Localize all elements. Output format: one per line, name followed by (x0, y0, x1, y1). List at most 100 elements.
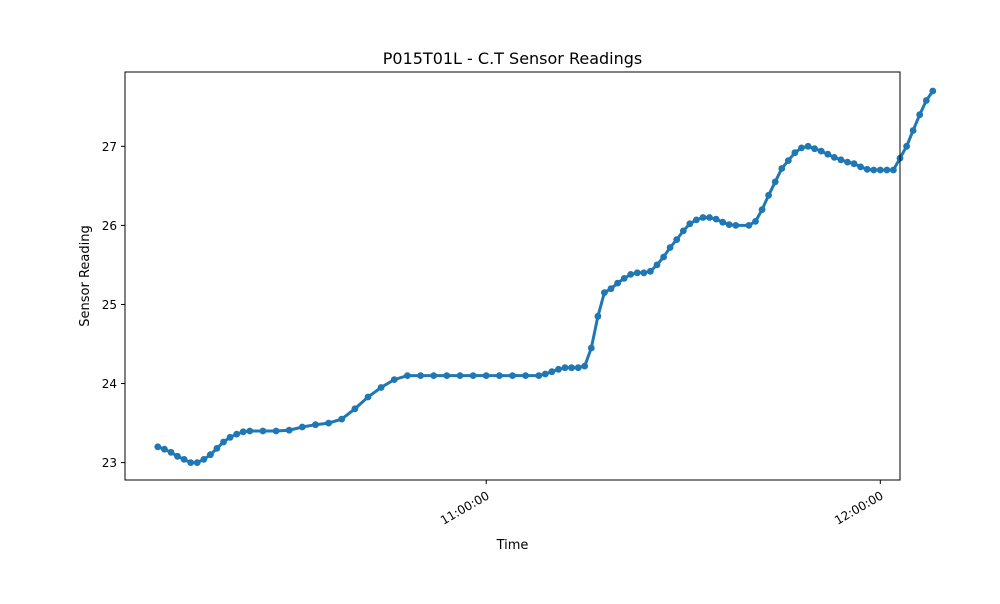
data-point (581, 362, 589, 370)
data-point (824, 150, 832, 158)
data-point (430, 372, 438, 379)
data-point (673, 236, 681, 244)
data-point (154, 443, 162, 451)
data-point (784, 157, 792, 165)
y-tick-label: 24 (102, 377, 117, 391)
data-point (850, 160, 858, 168)
data-point (239, 428, 247, 436)
data-point (811, 145, 818, 153)
data-point (719, 218, 727, 226)
data-point (686, 220, 694, 228)
data-point (404, 372, 411, 379)
data-point (791, 149, 799, 157)
data-point (903, 142, 910, 150)
data-point (167, 448, 175, 456)
plot-area-frame (124, 71, 901, 481)
data-point (594, 312, 602, 320)
x-axis-label: Time (496, 538, 529, 553)
data-point (469, 372, 477, 379)
data-point (745, 222, 753, 229)
data-point (607, 285, 615, 293)
data-point (187, 459, 195, 466)
data-point (220, 438, 227, 446)
data-points (154, 87, 937, 466)
data-point (522, 372, 529, 379)
data-point (259, 427, 267, 435)
data-point (193, 459, 201, 466)
data-point (725, 221, 733, 229)
data-point (207, 451, 214, 459)
data-point (844, 158, 851, 166)
data-point (325, 419, 332, 427)
data-point (771, 178, 779, 186)
data-point (200, 456, 208, 463)
data-point (285, 426, 293, 434)
data-point (482, 372, 490, 379)
data-point (351, 405, 359, 413)
data-point (804, 142, 812, 150)
y-tick-label: 26 (102, 219, 117, 233)
data-point (568, 364, 575, 372)
data-point (377, 384, 385, 391)
data-point (620, 275, 628, 282)
data-point (929, 87, 937, 95)
data-point (246, 427, 254, 435)
data-point (561, 364, 569, 372)
data-point (574, 364, 582, 372)
data-point (778, 165, 786, 172)
data-point (890, 166, 897, 174)
data-point (509, 372, 516, 379)
data-point (180, 456, 188, 463)
y-axis: 23 24 25 26 27 (102, 140, 125, 470)
chart-title: P015T01L - C.T Sensor Readings (383, 49, 643, 68)
data-point (876, 166, 884, 174)
data-point (443, 372, 451, 379)
y-tick-label: 23 (102, 456, 117, 470)
data-point (417, 372, 424, 379)
data-point (272, 427, 280, 435)
data-point (752, 218, 759, 225)
data-point (640, 269, 648, 277)
data-point (647, 267, 654, 275)
data-point (174, 452, 181, 460)
data-point (922, 97, 930, 104)
data-point (541, 370, 549, 378)
data-point (338, 415, 346, 423)
data-point (587, 344, 595, 352)
data-point (213, 445, 221, 452)
data-point (883, 166, 891, 174)
data-point (857, 163, 864, 171)
data-point (614, 279, 621, 287)
data-point (161, 445, 168, 453)
data-point (633, 269, 641, 277)
data-point (666, 244, 674, 251)
data-point (699, 214, 707, 221)
data-point (653, 261, 661, 269)
data-point (535, 372, 543, 379)
data-point (870, 166, 878, 174)
data-point (456, 372, 464, 379)
data-point (916, 111, 924, 119)
data-point (732, 222, 740, 229)
data-point (765, 191, 772, 199)
data-point (712, 215, 720, 223)
y-tick-label: 27 (102, 140, 117, 154)
data-point (390, 376, 398, 383)
data-point (555, 365, 562, 373)
data-point (693, 216, 700, 224)
y-tick-label: 25 (102, 298, 117, 312)
data-point (837, 156, 845, 164)
data-point (601, 289, 608, 296)
data-point (909, 127, 917, 134)
data-point (298, 423, 306, 431)
data-point (496, 372, 503, 379)
data-point (548, 368, 556, 376)
data-point (830, 154, 838, 161)
data-point (364, 393, 372, 401)
data-point (863, 165, 871, 173)
data-point (679, 227, 687, 235)
data-point (660, 253, 667, 261)
data-point (312, 421, 319, 429)
